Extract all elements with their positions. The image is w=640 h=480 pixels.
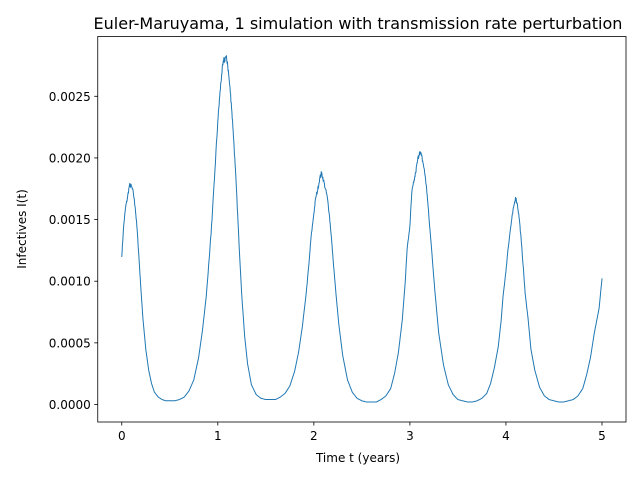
y-tick-label: 0.0010 (49, 275, 91, 289)
axes-frame (97, 36, 627, 423)
y-tick-label: 0.0005 (49, 336, 91, 350)
y-tick-label: 0.0015 (49, 213, 91, 227)
y-axis-ticks: 0.0000 0.0005 0.0010 0.0015 0.0020 0.0025 (49, 90, 98, 412)
x-tick-label: 5 (598, 429, 606, 443)
x-tick-label: 3 (406, 429, 414, 443)
y-tick-label: 0.0020 (49, 151, 91, 165)
y-tick-label: 0.0000 (49, 398, 91, 412)
y-axis-label: Infectives I(t) (15, 189, 29, 269)
x-tick-label: 1 (214, 429, 222, 443)
chart-title: Euler-Maruyama, 1 simulation with transm… (94, 14, 623, 33)
x-axis-label: Time t (years) (315, 451, 400, 465)
x-tick-label: 0 (118, 429, 126, 443)
x-tick-label: 2 (310, 429, 318, 443)
y-tick-label: 0.0025 (49, 90, 91, 104)
x-tick-label: 4 (502, 429, 510, 443)
series-line-infectives (121, 55, 603, 403)
x-axis-ticks: 0 1 2 3 4 5 (118, 422, 606, 443)
